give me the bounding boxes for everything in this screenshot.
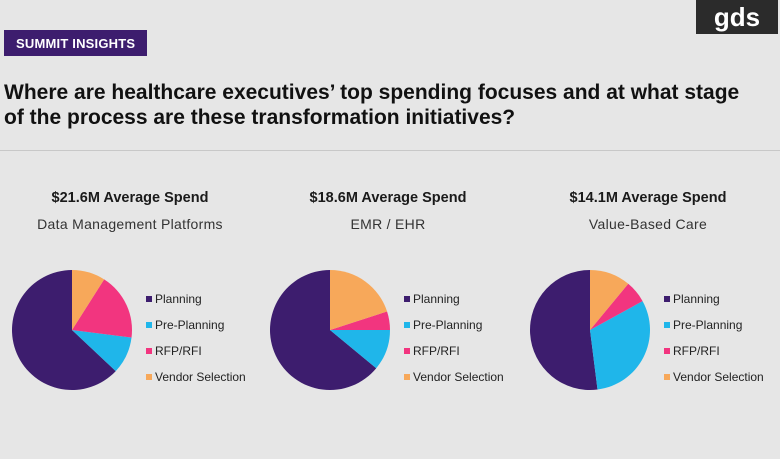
pie-chart-emr-ehr: $18.6M Average Spend EMR / EHR Planning P… [268,190,528,400]
pie-slice-vendor-selection [72,270,105,330]
legend-label: Vendor Selection [155,370,246,384]
legend-item-pre-planning: Pre-Planning [664,312,764,338]
legend-swatch [146,296,152,302]
pie-slice-pre-planning [330,330,390,369]
legend-swatch [146,348,152,354]
pie-slice-rfp-rfi [590,283,643,330]
legend-swatch [404,296,410,302]
pie-svg [12,270,132,390]
legend-swatch [664,348,670,354]
pie-slice-vendor-selection [590,270,629,330]
pie-slice-vendor-selection [330,270,388,330]
summit-insights-badge: SUMMIT INSIGHTS [4,30,148,56]
pie-slice-pre-planning [590,301,650,390]
chart-subtitle: Data Management Platforms [37,216,223,232]
pie-slice-rfp-rfi [330,311,390,330]
pie-chart-data-management: $21.6M Average Spend Data Management Pla… [10,190,270,400]
pie-slice-planning [12,270,116,390]
legend-swatch [404,374,410,380]
legend-label: Vendor Selection [413,370,504,384]
legend-swatch [404,322,410,328]
legend-swatch [664,296,670,302]
legend-label: RFP/RFI [155,344,202,358]
pie-chart-value-based-care: $14.1M Average Spend Value-Based Care Pl… [528,190,780,400]
pie-svg [270,270,390,390]
gds-logo: gds [696,0,778,34]
pie-slice-planning [530,270,598,390]
legend-label: Pre-Planning [155,318,225,332]
divider [0,150,780,151]
pie-svg [530,270,650,390]
legend-label: Pre-Planning [413,318,483,332]
chart-subtitle: EMR / EHR [350,216,426,232]
legend-label: RFP/RFI [413,344,460,358]
legend-label: Planning [155,292,202,306]
legend-swatch [146,374,152,380]
legend-item-vendor-selection: Vendor Selection [664,364,764,390]
chart-title: $18.6M Average Spend [309,190,467,206]
legend-item-planning: Planning [146,286,246,312]
legend-item-pre-planning: Pre-Planning [404,312,504,338]
pie-slice-rfp-rfi [72,279,132,338]
legend-label: Planning [673,292,720,306]
chart-title: $21.6M Average Spend [51,190,209,206]
legend-item-pre-planning: Pre-Planning [146,312,246,338]
chart-title: $14.1M Average Spend [569,190,727,206]
legend-item-rfp-rfi: RFP/RFI [404,338,504,364]
legend-swatch [664,322,670,328]
legend-item-rfp-rfi: RFP/RFI [664,338,764,364]
legend-item-vendor-selection: Vendor Selection [404,364,504,390]
legend-item-rfp-rfi: RFP/RFI [146,338,246,364]
legend-swatch [664,374,670,380]
legend-swatch [404,348,410,354]
chart-legend: Planning Pre-Planning RFP/RFI Vendor Select… [664,286,764,390]
legend-item-planning: Planning [404,286,504,312]
legend-label: Planning [413,292,460,306]
legend-label: Pre-Planning [673,318,743,332]
page-title: Where are healthcare executives’ top spe… [4,81,740,129]
pie-slice-planning [270,270,377,390]
legend-label: RFP/RFI [673,344,720,358]
legend-item-vendor-selection: Vendor Selection [146,364,246,390]
chart-legend: Planning Pre-Planning RFP/RFI Vendor Select… [146,286,246,390]
legend-swatch [146,322,152,328]
chart-subtitle: Value-Based Care [588,216,708,232]
pie-slice-pre-planning [72,330,132,372]
legend-label: Vendor Selection [673,370,764,384]
chart-legend: Planning Pre-Planning RFP/RFI Vendor Select… [404,286,504,390]
legend-item-planning: Planning [664,286,764,312]
